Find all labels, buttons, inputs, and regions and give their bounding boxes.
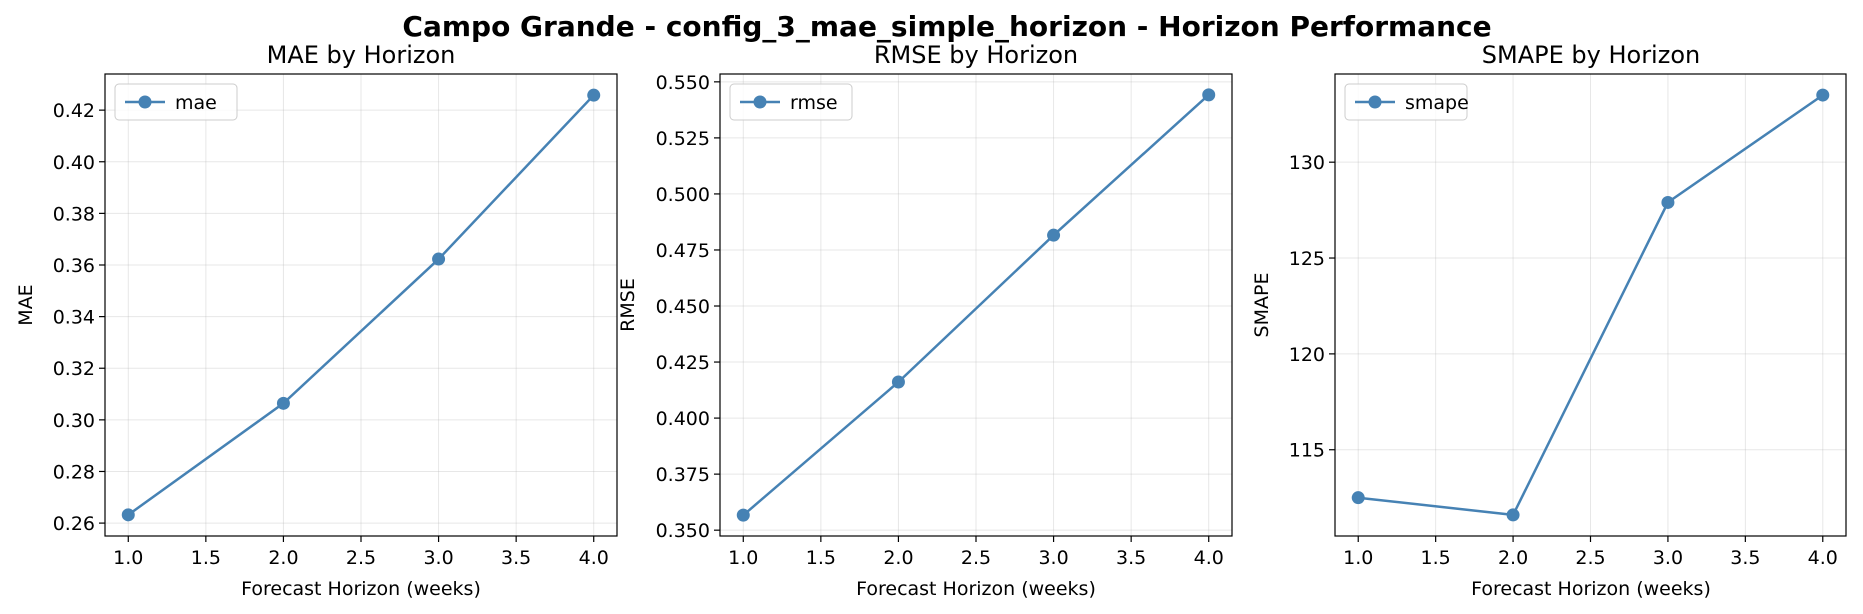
legend-label: smape bbox=[1405, 92, 1469, 114]
axes-frame bbox=[719, 73, 1233, 537]
data-point bbox=[1816, 88, 1830, 102]
y-tick-label: 120 bbox=[1289, 344, 1325, 366]
y-tick-label: 0.400 bbox=[656, 408, 710, 430]
y-tick-label: 0.40 bbox=[53, 152, 95, 174]
x-tick-label: 1.5 bbox=[806, 547, 836, 569]
y-tick-label: 115 bbox=[1289, 440, 1325, 462]
panel-rmse: RMSE by Horizon Forecast Horizon (weeks)… bbox=[617, 41, 1233, 600]
x-tick-label: 2.5 bbox=[1575, 547, 1605, 569]
axes-frame bbox=[104, 73, 618, 537]
data-point bbox=[121, 508, 135, 522]
y-tick-label: 0.26 bbox=[53, 513, 95, 535]
x-tick-label: 2.5 bbox=[346, 547, 376, 569]
y-axis-label: SMAPE bbox=[1251, 273, 1273, 338]
x-tick-label: 2.0 bbox=[268, 547, 298, 569]
y-tick-label: 0.30 bbox=[53, 410, 95, 432]
x-tick-label: 1.0 bbox=[728, 547, 758, 569]
x-tick-label: 4.0 bbox=[1808, 547, 1838, 569]
x-tick-label: 3.5 bbox=[1730, 547, 1760, 569]
legend-marker bbox=[1368, 95, 1382, 109]
legend-label: rmse bbox=[790, 92, 838, 114]
legend-box bbox=[114, 83, 238, 121]
data-point bbox=[432, 252, 446, 266]
y-tick-label: 0.32 bbox=[53, 358, 95, 380]
x-tick-label: 1.0 bbox=[1343, 547, 1373, 569]
panel-mae: MAE by Horizon Forecast Horizon (weeks) … bbox=[15, 41, 618, 600]
data-point bbox=[1506, 508, 1520, 522]
data-point bbox=[276, 396, 290, 410]
y-tick-label: 0.42 bbox=[53, 100, 95, 122]
legend-box bbox=[729, 83, 853, 121]
y-tick-label: 0.525 bbox=[656, 128, 710, 150]
x-tick-label: 3.5 bbox=[501, 547, 531, 569]
chart-title: MAE by Horizon bbox=[267, 41, 456, 69]
series-line-rmse bbox=[742, 93, 1210, 517]
y-axis-label: MAE bbox=[15, 284, 37, 325]
legend-box bbox=[1344, 83, 1468, 121]
y-tick-label: 125 bbox=[1289, 248, 1325, 270]
x-axis-label: Forecast Horizon (weeks) bbox=[1471, 578, 1711, 600]
x-tick-label: 4.0 bbox=[579, 547, 609, 569]
y-tick-label: 0.550 bbox=[656, 72, 710, 94]
y-tick-label: 0.450 bbox=[656, 296, 710, 318]
data-point bbox=[1351, 491, 1365, 505]
legend-label: mae bbox=[175, 92, 217, 114]
chart-title: SMAPE by Horizon bbox=[1482, 41, 1700, 69]
x-tick-label: 3.0 bbox=[423, 547, 453, 569]
legend-marker bbox=[138, 95, 152, 109]
panel-smape: SMAPE by Horizon Forecast Horizon (weeks… bbox=[1251, 41, 1847, 600]
x-tick-label: 2.5 bbox=[961, 547, 991, 569]
x-tick-label: 3.0 bbox=[1038, 547, 1068, 569]
x-tick-label: 1.5 bbox=[1421, 547, 1451, 569]
figure-suptitle: Campo Grande - config_3_mae_simple_horiz… bbox=[402, 10, 1491, 43]
x-tick-label: 1.0 bbox=[113, 547, 143, 569]
x-axis-label: Forecast Horizon (weeks) bbox=[856, 578, 1096, 600]
y-tick-label: 130 bbox=[1289, 152, 1325, 174]
y-tick-label: 0.425 bbox=[656, 352, 710, 374]
y-tick-label: 0.36 bbox=[53, 255, 95, 277]
x-tick-label: 3.5 bbox=[1116, 547, 1146, 569]
y-tick-label: 0.375 bbox=[656, 464, 710, 486]
data-point bbox=[736, 508, 750, 522]
x-tick-label: 2.0 bbox=[883, 547, 913, 569]
y-tick-label: 0.34 bbox=[53, 307, 95, 329]
series-line-smape bbox=[1358, 94, 1824, 517]
data-point bbox=[587, 88, 601, 102]
data-point bbox=[1202, 88, 1216, 102]
data-point bbox=[1047, 228, 1061, 242]
x-axis-label: Forecast Horizon (weeks) bbox=[241, 578, 481, 600]
x-tick-label: 4.0 bbox=[1194, 547, 1224, 569]
x-tick-label: 1.5 bbox=[191, 547, 221, 569]
data-point bbox=[1661, 195, 1675, 209]
legend-marker bbox=[753, 95, 767, 109]
y-axis-label: RMSE bbox=[617, 278, 639, 332]
y-tick-label: 0.350 bbox=[656, 520, 710, 542]
y-tick-label: 0.38 bbox=[53, 203, 95, 225]
axes-frame bbox=[1334, 73, 1847, 537]
data-point bbox=[891, 375, 905, 389]
x-tick-label: 2.0 bbox=[1498, 547, 1528, 569]
y-tick-label: 0.28 bbox=[53, 461, 95, 483]
y-tick-label: 0.500 bbox=[656, 184, 710, 206]
series-line-mae bbox=[127, 94, 595, 516]
x-tick-label: 3.0 bbox=[1653, 547, 1683, 569]
chart-title: RMSE by Horizon bbox=[874, 41, 1078, 69]
y-tick-label: 0.475 bbox=[656, 240, 710, 262]
